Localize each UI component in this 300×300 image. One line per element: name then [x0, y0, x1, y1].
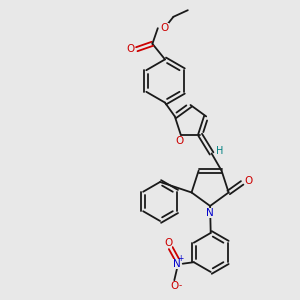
- Text: N: N: [206, 208, 214, 218]
- Text: O: O: [160, 22, 169, 33]
- Text: +: +: [177, 254, 184, 263]
- Text: O: O: [126, 44, 134, 54]
- Text: O: O: [244, 176, 253, 186]
- Text: H: H: [216, 146, 224, 156]
- Text: O: O: [164, 238, 172, 248]
- Text: O: O: [175, 136, 183, 146]
- Text: -: -: [179, 281, 182, 290]
- Text: N: N: [173, 259, 181, 269]
- Text: O: O: [170, 281, 178, 291]
